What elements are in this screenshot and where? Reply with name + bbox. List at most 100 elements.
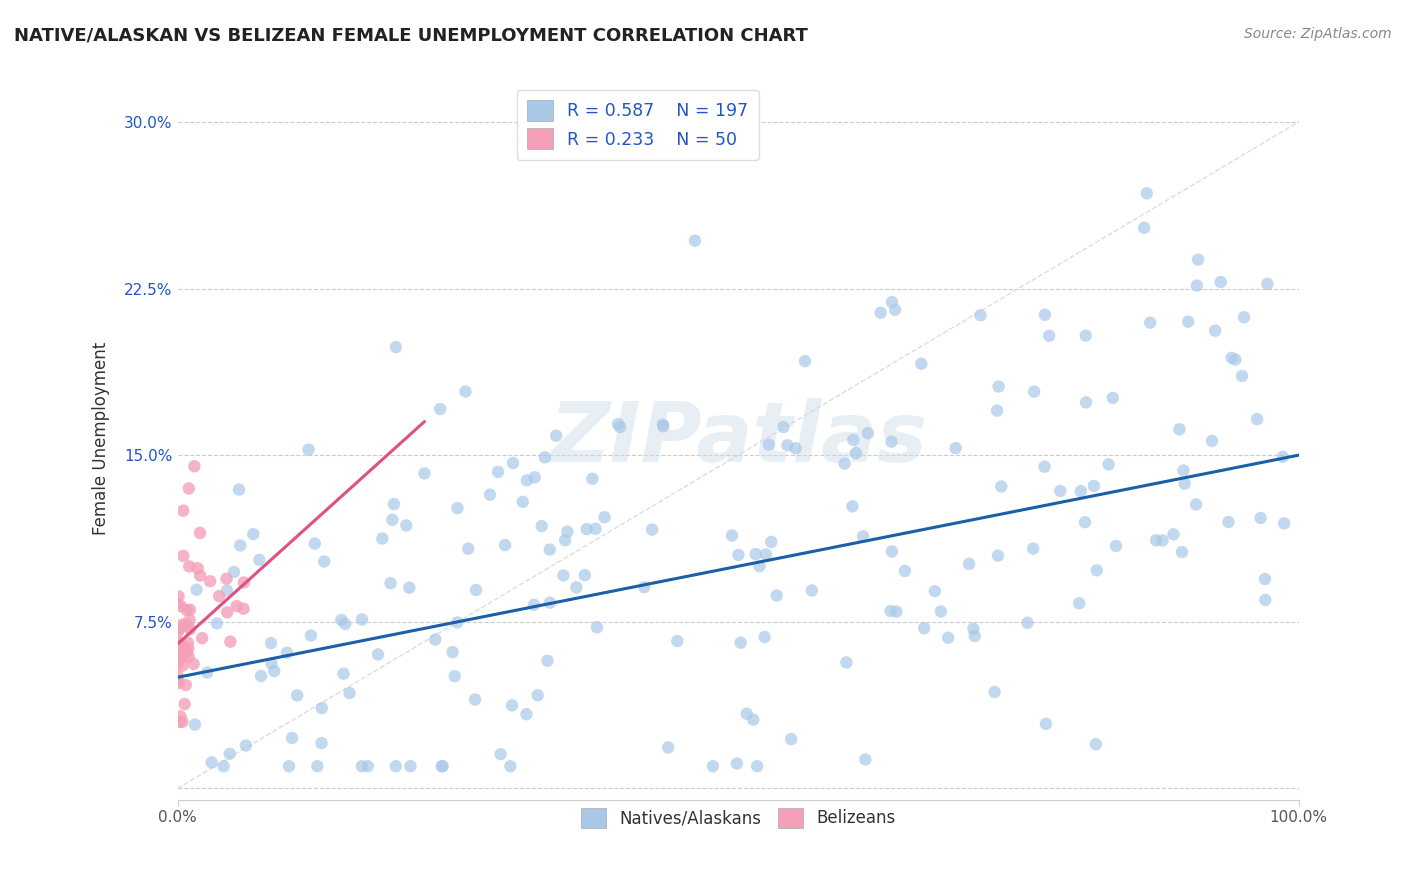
Point	[173, 648, 195, 662]
Point	[367, 648, 389, 662]
Point	[177, 650, 200, 665]
Point	[260, 657, 283, 671]
Point	[332, 666, 354, 681]
Point	[173, 697, 195, 711]
Point	[879, 604, 901, 618]
Point	[761, 534, 783, 549]
Point	[486, 465, 509, 479]
Point	[184, 717, 207, 731]
Point	[167, 676, 190, 690]
Point	[1101, 391, 1123, 405]
Point	[742, 713, 765, 727]
Point	[188, 568, 211, 582]
Point	[399, 759, 422, 773]
Point	[430, 759, 453, 773]
Point	[311, 701, 333, 715]
Point	[945, 441, 967, 455]
Point	[538, 596, 561, 610]
Point	[464, 692, 486, 706]
Point	[986, 403, 1008, 417]
Point	[512, 495, 534, 509]
Point	[398, 581, 420, 595]
Point	[869, 306, 891, 320]
Point	[219, 634, 242, 648]
Point	[183, 459, 205, 474]
Point	[1133, 220, 1156, 235]
Point	[666, 634, 689, 648]
Point	[222, 565, 245, 579]
Point	[1272, 516, 1295, 531]
Point	[330, 613, 353, 627]
Y-axis label: Female Unemployment: Female Unemployment	[93, 342, 110, 535]
Point	[852, 529, 875, 543]
Point	[395, 518, 418, 533]
Point	[962, 622, 984, 636]
Point	[1098, 458, 1121, 472]
Point	[176, 618, 198, 632]
Point	[304, 536, 326, 550]
Point	[735, 706, 758, 721]
Point	[311, 736, 333, 750]
Point	[1254, 593, 1277, 607]
Point	[1163, 527, 1185, 541]
Legend: Natives/Alaskans, Belizeans: Natives/Alaskans, Belizeans	[574, 801, 903, 835]
Point	[307, 759, 329, 773]
Point	[166, 657, 188, 671]
Point	[1084, 737, 1107, 751]
Point	[169, 714, 191, 729]
Point	[187, 561, 209, 575]
Point	[912, 621, 935, 635]
Point	[235, 739, 257, 753]
Point	[894, 564, 917, 578]
Point	[413, 467, 436, 481]
Point	[489, 747, 512, 761]
Point	[297, 442, 319, 457]
Point	[195, 665, 218, 680]
Point	[232, 601, 254, 615]
Point	[276, 646, 298, 660]
Point	[446, 615, 468, 630]
Point	[385, 340, 408, 354]
Point	[454, 384, 477, 399]
Point	[176, 645, 198, 659]
Point	[1105, 539, 1128, 553]
Point	[1069, 596, 1091, 610]
Point	[166, 597, 188, 611]
Point	[170, 636, 193, 650]
Point	[780, 732, 803, 747]
Text: ZIPatlas: ZIPatlas	[550, 398, 927, 479]
Point	[166, 673, 188, 688]
Point	[183, 657, 205, 671]
Point	[1152, 533, 1174, 548]
Point	[179, 559, 201, 574]
Point	[478, 488, 501, 502]
Point	[633, 580, 655, 594]
Point	[853, 752, 876, 766]
Point	[250, 669, 273, 683]
Point	[501, 698, 523, 713]
Point	[1074, 395, 1097, 409]
Point	[754, 630, 776, 644]
Point	[172, 641, 194, 656]
Point	[172, 714, 194, 729]
Point	[167, 620, 190, 634]
Point	[1049, 483, 1071, 498]
Point	[748, 559, 770, 574]
Point	[228, 483, 250, 497]
Point	[557, 524, 579, 539]
Point	[205, 616, 228, 631]
Point	[581, 472, 603, 486]
Point	[174, 678, 197, 692]
Point	[1070, 484, 1092, 499]
Point	[465, 582, 488, 597]
Point	[574, 568, 596, 582]
Point	[314, 554, 336, 568]
Point	[1230, 368, 1253, 383]
Point	[1185, 278, 1208, 293]
Point	[776, 438, 799, 452]
Point	[166, 625, 188, 640]
Point	[652, 419, 675, 434]
Point	[800, 583, 823, 598]
Point	[247, 553, 270, 567]
Point	[502, 456, 524, 470]
